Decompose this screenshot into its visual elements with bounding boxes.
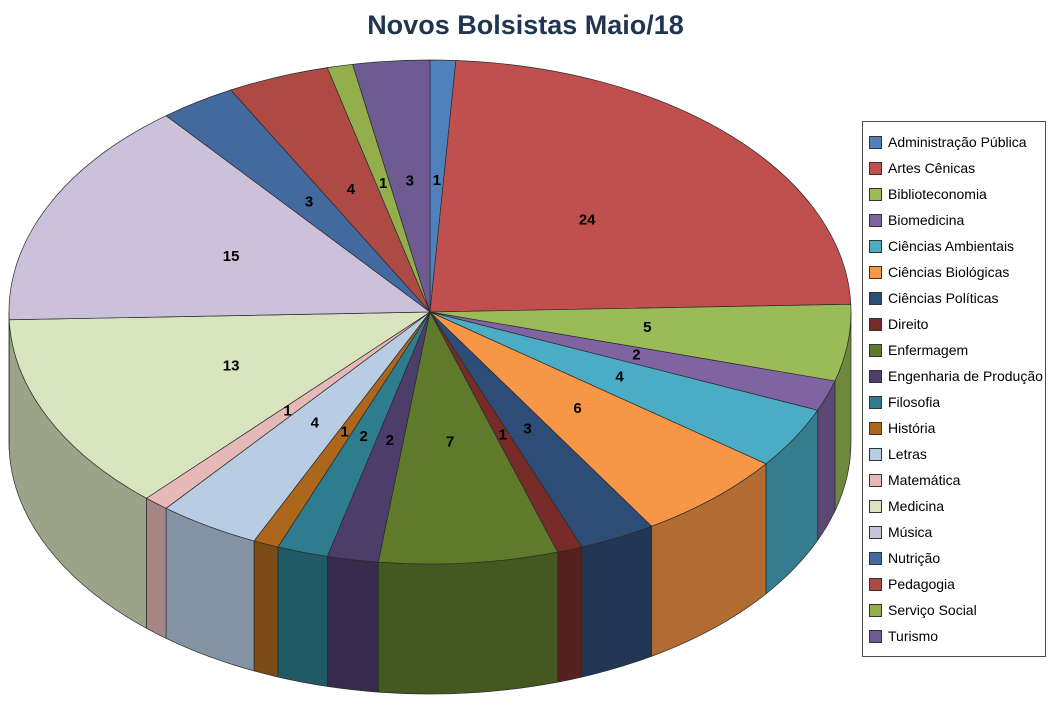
legend-item: Letras <box>869 441 1041 467</box>
legend-swatch <box>869 395 882 409</box>
legend-swatch <box>869 239 882 253</box>
slice-value-label: 5 <box>643 319 651 336</box>
pie-slice-side <box>326 555 379 693</box>
pie-slice-side <box>253 540 279 678</box>
legend-item: Administração Pública <box>869 129 1041 155</box>
legend-item: Medicina <box>869 493 1041 519</box>
legend-swatch <box>869 447 882 461</box>
slice-value-label: 15 <box>223 248 240 265</box>
legend-item: Música <box>869 519 1041 545</box>
legend-label: Ciências Políticas <box>888 290 999 306</box>
legend-swatch <box>869 161 882 175</box>
slice-value-label: 4 <box>311 414 320 431</box>
pie-slice-5 <box>429 311 767 527</box>
legend-swatch <box>869 317 882 331</box>
legend-label: Turismo <box>888 628 939 644</box>
pie-slice-14 <box>8 311 432 499</box>
legend-swatch <box>869 291 882 305</box>
legend-item: Biblioteconomia <box>869 181 1041 207</box>
legend-swatch <box>869 187 882 201</box>
slice-value-label: 1 <box>499 427 507 444</box>
legend: Administração Pública Artes Cênicas Biblio… <box>862 121 1046 657</box>
slice-value-label: 3 <box>305 194 313 211</box>
pie-slice-side <box>581 525 652 678</box>
legend-swatch <box>869 603 882 617</box>
legend-item: Enfermagem <box>869 337 1041 363</box>
legend-swatch <box>869 525 882 539</box>
slice-value-label: 1 <box>340 424 348 441</box>
legend-label: Biomedicina <box>888 212 965 228</box>
legend-item: Serviço Social <box>869 597 1041 623</box>
legend-item: Nutrição <box>869 545 1041 571</box>
legend-item: Ciências Ambientais <box>869 233 1041 259</box>
legend-item: Turismo <box>869 623 1041 649</box>
legend-swatch <box>869 343 882 357</box>
slice-value-label: 1 <box>433 172 441 189</box>
legend-label: Pedagogia <box>888 576 955 592</box>
legend-label: Ciências Ambientais <box>888 238 1015 254</box>
legend-label: Direito <box>888 316 929 332</box>
legend-label: Nutrição <box>888 550 941 566</box>
legend-label: Serviço Social <box>888 602 977 618</box>
legend-item: Artes Cênicas <box>869 155 1041 181</box>
legend-label: Ciências Biológicas <box>888 264 1010 280</box>
pie-slice-15 <box>8 115 432 321</box>
pie-slice-side <box>377 551 558 695</box>
legend-swatch <box>869 629 882 643</box>
slice-value-label: 3 <box>406 172 414 189</box>
slice-value-label: 13 <box>223 358 240 375</box>
legend-item: Ciências Biológicas <box>869 259 1041 285</box>
legend-label: Matemática <box>888 472 961 488</box>
slice-value-label: 24 <box>579 212 596 229</box>
legend-swatch <box>869 551 882 565</box>
legend-swatch <box>869 265 882 279</box>
legend-swatch <box>869 577 882 591</box>
slice-value-label: 7 <box>446 433 454 450</box>
pie-slice-1 <box>429 60 852 313</box>
slice-value-label: 4 <box>615 368 624 385</box>
legend-item: Biomedicina <box>869 207 1041 233</box>
slice-value-label: 3 <box>523 420 531 437</box>
slice-value-label: 2 <box>632 347 640 364</box>
legend-item: Ciências Políticas <box>869 285 1041 311</box>
legend-label: Filosofia <box>888 394 941 410</box>
slice-value-label: 2 <box>386 432 394 449</box>
legend-item: Engenharia de Produção <box>869 363 1043 389</box>
chart-title: Novos Bolsistas Maio/18 <box>367 10 684 40</box>
legend-label: Artes Cênicas <box>888 160 976 176</box>
pie-slice-8 <box>377 310 559 565</box>
legend-label: Medicina <box>888 498 945 514</box>
slice-value-label: 6 <box>573 400 581 417</box>
legend-label: Enfermagem <box>888 342 969 358</box>
pie-slice-side <box>146 497 167 639</box>
pie-slice-side <box>557 546 583 683</box>
legend-swatch <box>869 135 882 149</box>
slice-value-label: 1 <box>379 175 387 192</box>
legend-item: História <box>869 415 1041 441</box>
legend-item: Filosofia <box>869 389 1041 415</box>
legend-label: Biblioteconomia <box>888 186 987 202</box>
legend-swatch <box>869 369 882 383</box>
legend-swatch <box>869 421 882 435</box>
legend-swatch <box>869 213 882 227</box>
legend-label: Música <box>888 524 933 540</box>
pie-slice-side <box>277 546 328 687</box>
legend-label: História <box>888 420 936 436</box>
slice-value-label: 1 <box>283 402 291 419</box>
legend-item: Pedagogia <box>869 571 1041 597</box>
legend-swatch <box>869 499 882 513</box>
slice-value-label: 4 <box>347 181 356 198</box>
legend-label: Letras <box>888 446 927 462</box>
legend-swatch <box>869 473 882 487</box>
legend-item: Matemática <box>869 467 1041 493</box>
legend-label: Administração Pública <box>888 134 1027 150</box>
pie-slice-19 <box>352 59 431 313</box>
slice-value-label: 2 <box>359 428 367 445</box>
legend-item: Direito <box>869 311 1041 337</box>
legend-label: Engenharia de Produção <box>888 368 1043 384</box>
